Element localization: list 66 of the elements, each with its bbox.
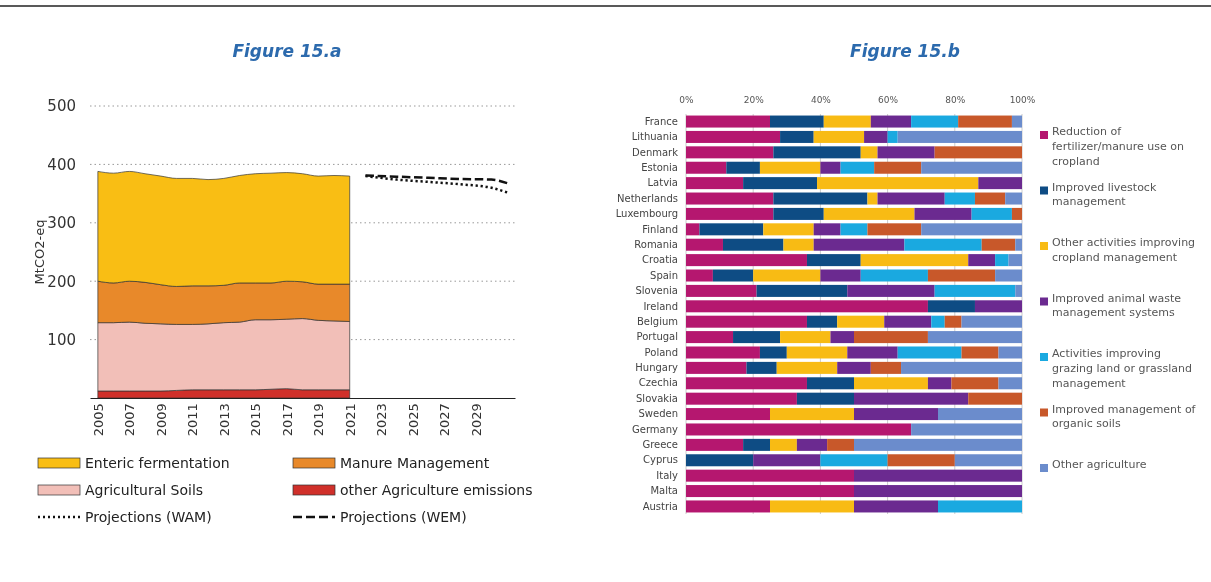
y-axis-title: MtCO2-eq (32, 219, 47, 285)
y-tick-label: Belgium (637, 315, 678, 327)
x-tick-label: 2007 (122, 403, 138, 437)
y-tick-label: Lithuania (631, 131, 678, 143)
legend-label: Reduction of fertilizer/manure use on cropland (1052, 125, 1185, 168)
x-tick-label: 2017 (279, 403, 295, 437)
y-tick-label: Ireland (643, 300, 678, 312)
legend-label: Manure Management (340, 454, 490, 471)
legend-label: Activities improving grazing land or grassland management (1052, 347, 1192, 390)
y-tick-label: Portugal (636, 331, 678, 343)
y-tick-label: Latvia (647, 177, 678, 189)
legend-label: Improved animal waste management systems (1052, 291, 1182, 320)
y-tick-label: France (644, 115, 678, 127)
chart-title: Figure 15.b (850, 41, 960, 61)
y-tick-label: Hungary (635, 362, 679, 374)
y-tick-label: Italy (656, 469, 679, 481)
x-tick-label: 2023 (374, 403, 390, 437)
y-tick-label: Slovakia (636, 392, 678, 404)
y-tick-label: Austria (642, 500, 678, 512)
x-tick-label: 40% (810, 95, 832, 105)
legend-label: Other activities improving cropland management (1052, 236, 1196, 264)
y-tick-label: Croatia (642, 254, 678, 266)
legend-label: Enteric fermentation (85, 454, 230, 471)
y-tick-label: Poland (644, 346, 678, 358)
legend-label: other Agriculture emissions (340, 481, 533, 498)
y-tick-label: Spain (650, 269, 678, 281)
x-tick-label: 2025 (405, 403, 421, 437)
y-tick-label: 200 (47, 272, 76, 291)
x-tick-label: 2013 (216, 403, 232, 437)
x-tick-label: 2021 (342, 403, 358, 437)
y-tick-label: 500 (47, 97, 76, 116)
y-tick-label: Slovenia (635, 285, 678, 297)
x-tick-label: 2019 (311, 403, 327, 437)
y-tick-label: Greece (642, 439, 678, 451)
x-tick-label: 2015 (248, 403, 264, 437)
legend-label: Agricultural Soils (85, 481, 204, 498)
y-tick-label: Estonia (641, 161, 678, 173)
y-tick-label: 100 (47, 330, 76, 349)
legend-label: Improved livestock management (1052, 180, 1157, 209)
y-tick-label: Luxembourg (615, 208, 678, 220)
x-tick-label: 2009 (153, 403, 169, 437)
x-tick-label: 100% (1009, 95, 1036, 105)
y-tick-label: Denmark (632, 146, 679, 158)
x-tick-label: 2027 (437, 403, 453, 437)
y-tick-label: Finland (642, 223, 678, 235)
y-tick-label: Romania (634, 238, 678, 250)
x-tick-label: 0% (679, 95, 695, 105)
y-tick-label: 400 (47, 155, 76, 174)
x-tick-label: 2011 (185, 403, 201, 437)
legend-label: Projections (WEM) (340, 508, 467, 525)
legend-label: Other agriculture (1052, 458, 1147, 471)
x-tick-label: 20% (743, 95, 765, 105)
y-tick-label: 300 (47, 214, 76, 233)
x-tick-label: 2029 (468, 403, 484, 437)
y-tick-label: Sweden (638, 408, 678, 420)
x-tick-label: 80% (945, 95, 966, 105)
legend-label: Projections (WAM) (85, 508, 212, 525)
y-tick-label: Czechia (638, 377, 678, 389)
x-tick-label: 2005 (90, 403, 106, 437)
chart-title: Figure 15.a (232, 41, 342, 61)
x-tick-label: 60% (878, 95, 899, 105)
y-tick-label: Netherlands (617, 192, 678, 204)
legend-label: Improved management of organic soils (1052, 402, 1197, 431)
y-tick-label: Malta (650, 485, 678, 497)
y-tick-label: Cyprus (643, 454, 678, 466)
y-tick-label: Germany (632, 423, 679, 435)
